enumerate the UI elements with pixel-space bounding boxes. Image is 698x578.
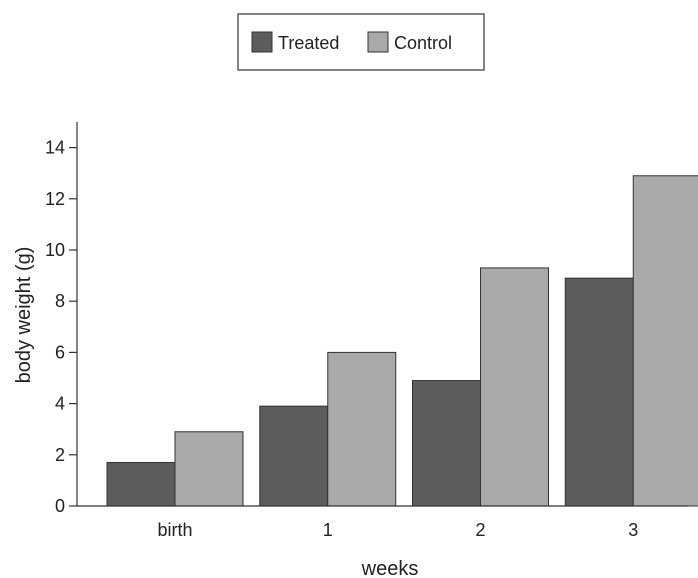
x-tick-label: 3: [628, 520, 638, 540]
x-axis-title: weeks: [361, 558, 419, 578]
bar-treated-1: [259, 405, 329, 507]
bar-treated-2: [412, 380, 481, 507]
legend-box: [237, 13, 485, 71]
bar-control-3: [632, 175, 698, 507]
x-tick-label: birth: [157, 520, 192, 540]
bar-control-1: [327, 351, 397, 507]
legend-label-treated: Treated: [278, 33, 339, 53]
bar-treated-3: [564, 277, 634, 507]
y-axis-title: body weight (g): [13, 247, 35, 384]
bar-treated-birth: [106, 461, 176, 507]
y-tick-label: 8: [55, 291, 65, 311]
x-tick-label: 2: [475, 520, 485, 540]
y-tick-label: 6: [55, 342, 65, 362]
y-tick-label: 12: [45, 189, 65, 209]
legend: Treated Control: [237, 13, 485, 71]
legend-swatch-control: [367, 31, 389, 53]
y-tick-label: 4: [55, 394, 65, 414]
y-tick-label: 0: [55, 496, 65, 516]
bar-control-birth: [174, 431, 244, 507]
y-tick-label: 14: [45, 138, 65, 158]
y-tick-label: 2: [55, 445, 65, 465]
x-tick-label: 1: [323, 520, 333, 540]
bar-control-2: [480, 267, 549, 507]
legend-label-control: Control: [394, 33, 452, 53]
legend-swatch-treated: [251, 31, 273, 53]
y-tick-label: 10: [45, 240, 65, 260]
bars-group: [106, 175, 698, 507]
